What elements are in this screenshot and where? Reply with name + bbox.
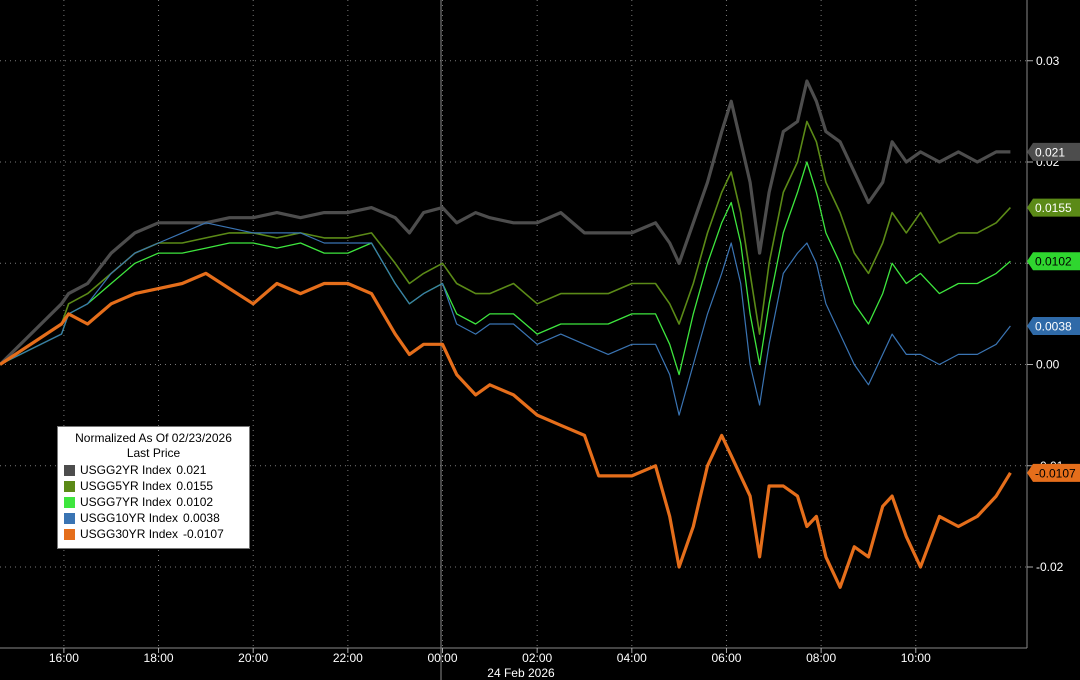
legend-swatch (64, 528, 75, 540)
y-tick-label: 0.00 (1036, 358, 1060, 372)
legend-swatch (64, 480, 75, 492)
last-price-tag (1027, 463, 1080, 482)
legend-series-value: 0.021 (176, 463, 207, 477)
x-tick-label: 20:00 (238, 651, 268, 665)
legend-entry: USGG30YR Index -0.0107 (64, 526, 243, 542)
legend-swatch (64, 464, 75, 476)
x-axis-ticks: 16:00 18:00 20:00 22:00 00:00 02:00 04:00 06:00… (49, 648, 931, 665)
series-line (0, 271, 1012, 589)
last-price-tag-label: 0.0038 (1035, 320, 1072, 334)
x-tick-label: 06:00 (711, 651, 741, 665)
x-tick-label: 04:00 (617, 651, 647, 665)
date-label: 24 Feb 2026 (487, 666, 555, 680)
legend-series-name: USGG5YR Index (80, 479, 172, 493)
x-tick-label: 18:00 (144, 651, 174, 665)
last-price-tag-label: 0.021 (1035, 145, 1065, 159)
legend-series-name: USGG10YR Index (80, 511, 179, 525)
legend-entry: USGG7YR Index 0.0102 (64, 494, 243, 510)
legend-series-name: USGG30YR Index (80, 527, 179, 541)
y-tick-label: -0.02 (1036, 560, 1064, 574)
legend-series-name: USGG2YR Index (80, 463, 172, 477)
legend-entry: USGG5YR Index 0.0155 (64, 478, 243, 494)
legend-entry: USGG10YR Index 0.0038 (64, 510, 243, 526)
legend-title: Normalized As Of 02/23/2026 (75, 431, 232, 445)
legend-entry: USGG2YR Index 0.021 (64, 462, 243, 478)
x-tick-label: 16:00 (49, 651, 79, 665)
legend-series-value: -0.0107 (183, 527, 224, 541)
legend-box: Normalized As Of 02/23/2026 Last Price U… (57, 426, 250, 549)
last-price-tag (1027, 198, 1080, 217)
last-price-tag (1027, 252, 1080, 271)
x-tick-label: 02:00 (522, 651, 552, 665)
legend-series-value: 0.0038 (183, 511, 220, 525)
legend-subtitle: Last Price (126, 446, 181, 460)
x-tick-label: 00:00 (427, 651, 457, 665)
last-price-tag (1027, 142, 1080, 161)
x-tick-label: 22:00 (333, 651, 363, 665)
series-line (0, 161, 1011, 376)
legend-swatch (64, 512, 75, 524)
last-price-tag-label: -0.0107 (1035, 466, 1076, 480)
last-price-tag-label: 0.0102 (1035, 255, 1072, 269)
series-line (0, 222, 1011, 416)
last-price-tag (1027, 317, 1080, 336)
x-tick-label: 08:00 (806, 651, 836, 665)
legend-swatch (64, 496, 75, 508)
series-line (0, 79, 1011, 366)
last-price-tags: 0.021 0.0155 0.0102 0.0038 -0.0107 (1027, 142, 1080, 482)
y-tick-label: 0.03 (1036, 54, 1060, 68)
x-tick-label: 10:00 (901, 651, 931, 665)
legend-series-value: 0.0155 (176, 479, 214, 493)
legend-series-name: USGG7YR Index (80, 495, 172, 509)
series-line (0, 120, 1011, 366)
last-price-tag-label: 0.0155 (1035, 201, 1072, 215)
legend-series-value: 0.0102 (176, 495, 214, 509)
series-lines (0, 79, 1012, 589)
